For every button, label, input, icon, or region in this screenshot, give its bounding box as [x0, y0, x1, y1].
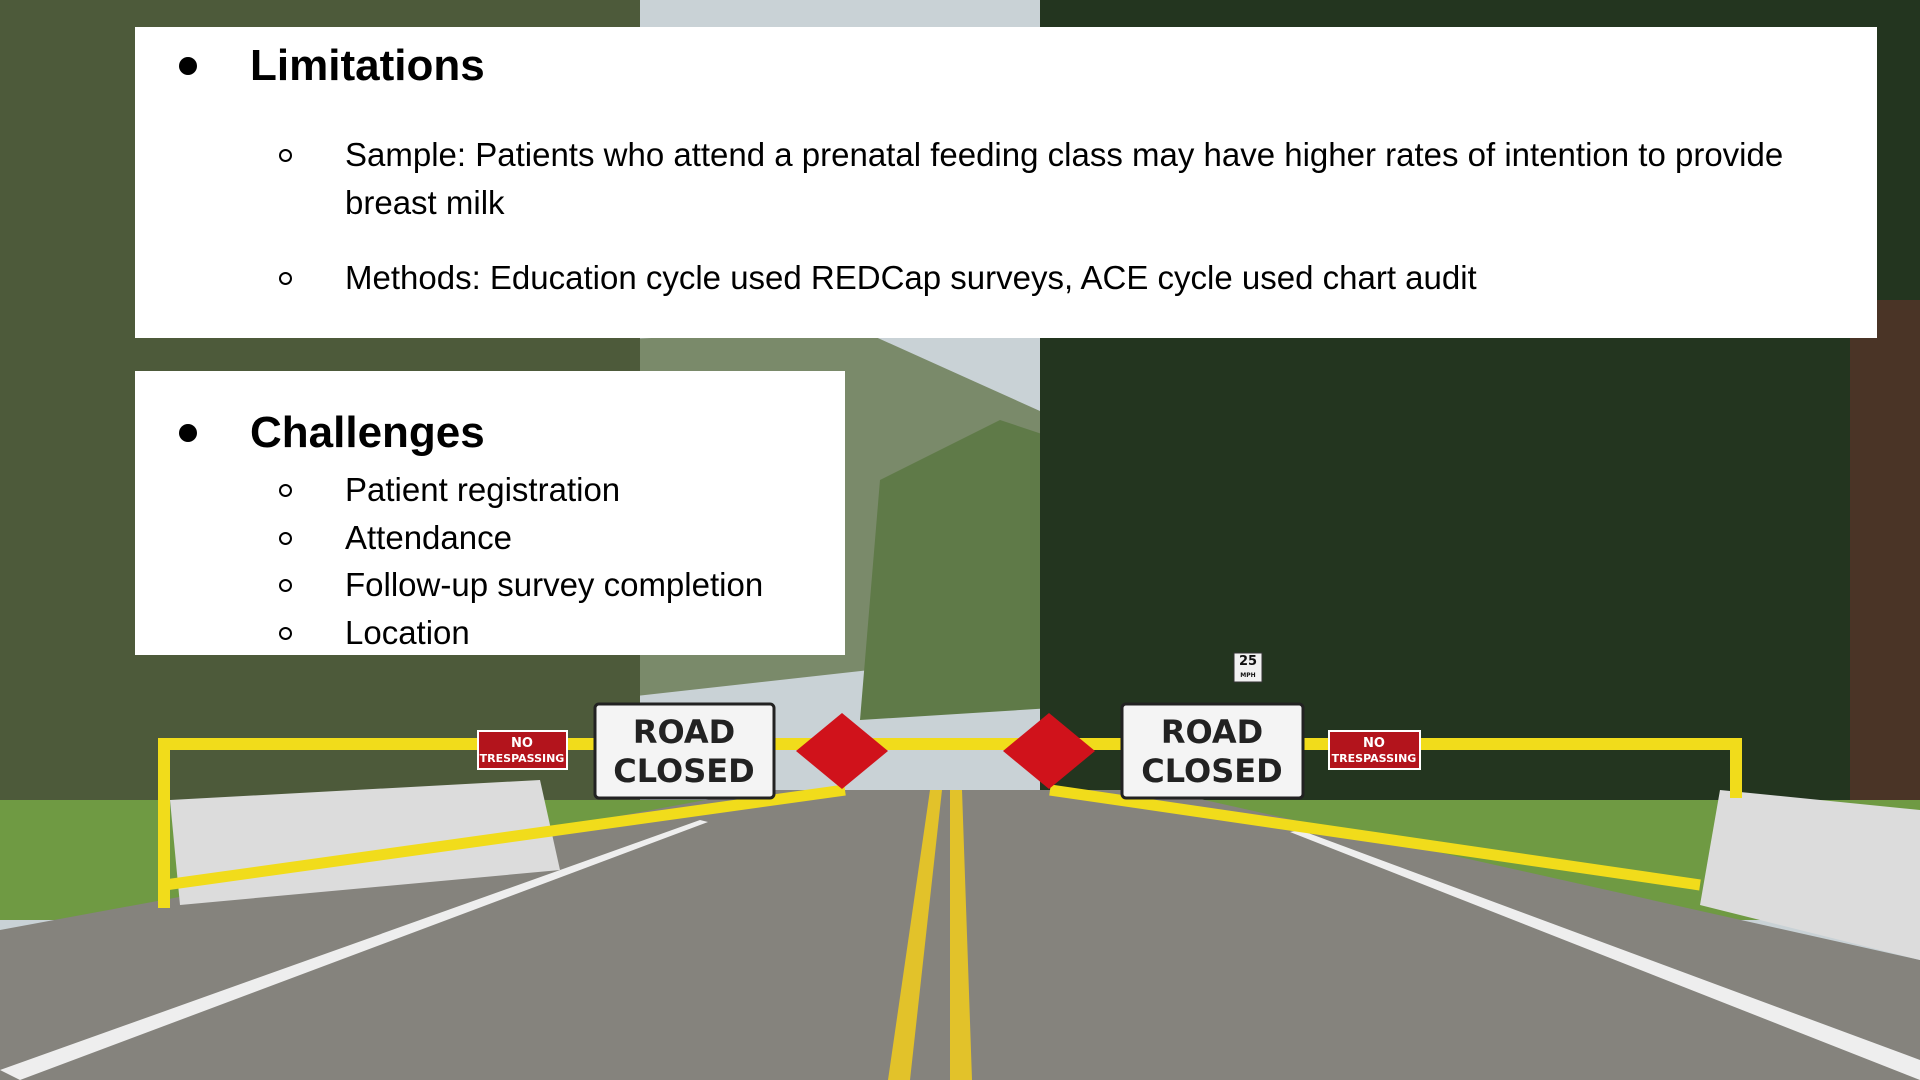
tree-trunk: [1850, 300, 1920, 820]
list-item: Follow-up survey completion: [345, 561, 763, 609]
sub-bullet: [279, 272, 292, 285]
gate-post: [1730, 738, 1742, 798]
limitations-box: Limitations Sample: Patients who attend …: [135, 27, 1877, 338]
sign-text: TRESPASSING: [1332, 752, 1417, 765]
list-item: Sample: Patients who attend a prenatal f…: [345, 131, 1865, 227]
speed-sign-text: MPH: [1240, 672, 1255, 679]
gate-post: [158, 738, 170, 908]
sign-text: CLOSED: [1141, 752, 1282, 790]
list-item: Methods: Education cycle used REDCap sur…: [345, 254, 1865, 302]
heading: Challenges: [250, 411, 485, 455]
sign-text: TRESPASSING: [480, 752, 565, 765]
sign-text: NO: [511, 736, 533, 751]
sign-text: ROAD: [1161, 713, 1263, 751]
sub-bullet: [279, 149, 292, 162]
sign-text: CLOSED: [613, 752, 754, 790]
speed-sign-text: 25: [1239, 654, 1257, 669]
sub-bullet: [279, 627, 292, 640]
sign-text: NO: [1363, 736, 1385, 751]
sign-text: ROAD: [633, 713, 735, 751]
sub-bullet: [279, 484, 292, 497]
list-item: Patient registration: [345, 466, 620, 514]
heading: Limitations: [250, 44, 485, 88]
page: 25 MPH ROAD CLOSED ROAD CLOSED NO TRESPA…: [0, 0, 1920, 1080]
bullet: [179, 57, 197, 75]
sub-bullet: [279, 532, 292, 545]
bullet: [179, 424, 197, 442]
challenges-box: Challenges Patient registration Attendan…: [135, 371, 845, 655]
list-item: Attendance: [345, 514, 512, 562]
list-item: Location: [345, 609, 470, 657]
sub-bullet: [279, 579, 292, 592]
